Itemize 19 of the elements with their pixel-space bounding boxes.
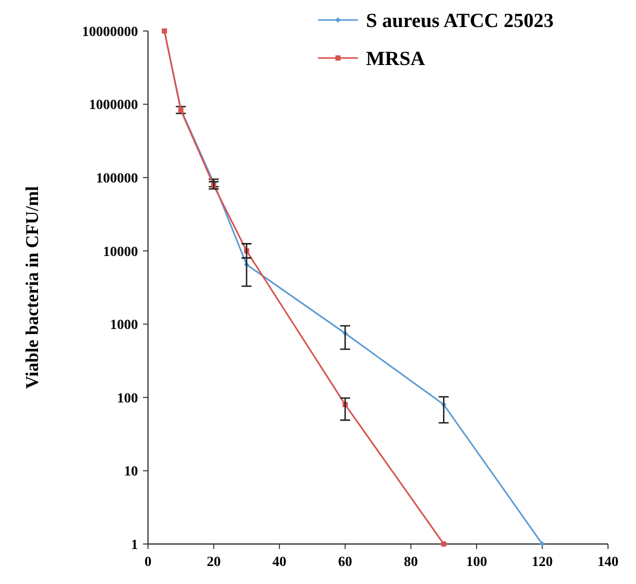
y-tick-label: 10000000 xyxy=(82,24,138,40)
x-tick-label: 100 xyxy=(466,555,488,570)
legend-label: MRSA xyxy=(366,48,426,70)
y-tick-label: 1 xyxy=(131,538,138,553)
y-tick-label: 10 xyxy=(124,464,138,480)
x-tick-label: 120 xyxy=(532,555,553,570)
y-tick-label: 1000 xyxy=(110,318,138,334)
y-tick-label: 100000 xyxy=(96,171,138,186)
x-tick-label: 20 xyxy=(206,555,221,570)
x-tick-label: 80 xyxy=(404,555,418,570)
x-tick-label: 60 xyxy=(338,555,352,570)
x-tick-label: 140 xyxy=(598,555,618,570)
x-tick-label: 40 xyxy=(272,555,286,570)
y-tick-label: 10000 xyxy=(103,244,138,260)
x-tick-label: 0 xyxy=(144,555,152,570)
y-tick-label: 1000000 xyxy=(89,98,138,114)
y-tick-label: 100 xyxy=(117,391,138,406)
y-axis-title: Viable bacteria in CFU/ml xyxy=(22,186,42,389)
legend-label: S aureus ATCC 25023 xyxy=(366,10,554,32)
